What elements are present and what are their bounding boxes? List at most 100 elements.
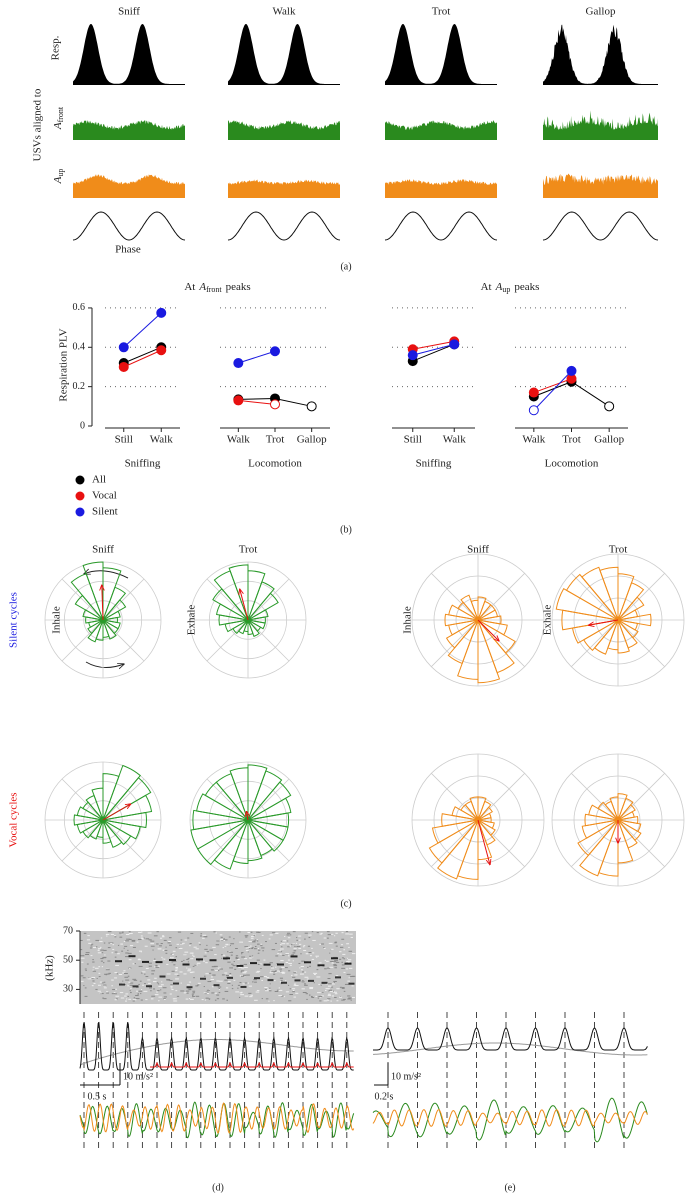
panel-label: (a) bbox=[340, 261, 351, 272]
spectrogram-texture bbox=[100, 958, 104, 960]
spectrogram-texture bbox=[216, 998, 220, 1000]
spectrogram-texture bbox=[124, 995, 127, 997]
spectrogram-texture bbox=[295, 942, 298, 944]
spectrogram-texture bbox=[143, 937, 145, 939]
rotation-arrow bbox=[84, 571, 129, 579]
legend-label: All bbox=[92, 474, 106, 486]
spectrogram-texture bbox=[201, 999, 204, 1001]
spectrogram-texture bbox=[331, 986, 334, 988]
spectrogram-texture bbox=[84, 968, 87, 970]
spectrogram-texture bbox=[160, 943, 163, 945]
spectrogram-texture bbox=[318, 962, 322, 964]
spectrogram-texture bbox=[233, 979, 236, 981]
spectrogram-texture bbox=[288, 1000, 292, 1002]
spectrogram-texture bbox=[316, 932, 319, 934]
rose-wedge bbox=[477, 619, 508, 636]
rose-wedge bbox=[102, 619, 117, 640]
spectrogram-texture bbox=[332, 990, 335, 992]
spectrogram-texture bbox=[294, 945, 296, 947]
spectrogram-texture bbox=[223, 940, 226, 942]
spectrogram-texture bbox=[350, 975, 354, 977]
x-tick-label: Walk bbox=[150, 434, 173, 446]
spectrogram-texture bbox=[87, 978, 92, 980]
spectrogram-texture bbox=[274, 942, 278, 944]
rose-wedge bbox=[247, 570, 266, 621]
spectrogram-texture bbox=[160, 984, 164, 986]
spectrogram-texture bbox=[189, 998, 194, 1000]
spectrogram-texture bbox=[134, 963, 136, 965]
spectrogram-texture bbox=[240, 971, 242, 973]
spectrogram-texture bbox=[310, 995, 313, 997]
series-point bbox=[156, 345, 167, 356]
row-label: Vocal cycles bbox=[8, 792, 20, 847]
rose-wedge bbox=[82, 561, 104, 621]
spectrogram-texture bbox=[285, 961, 289, 963]
spectrogram-texture bbox=[103, 981, 106, 983]
phase-curve bbox=[72, 211, 186, 241]
spectrogram-texture bbox=[80, 939, 83, 941]
spectrogram-texture bbox=[183, 954, 187, 956]
spectrogram-texture bbox=[242, 974, 247, 976]
spectrogram-texture bbox=[124, 976, 129, 978]
spectrogram-texture bbox=[294, 974, 298, 976]
spectrogram-texture bbox=[92, 966, 95, 968]
spectrogram-texture bbox=[274, 991, 279, 993]
row-label: Afront bbox=[52, 106, 65, 130]
series-line bbox=[412, 343, 455, 362]
spectrogram-texture bbox=[293, 948, 297, 950]
legend-marker bbox=[75, 475, 85, 485]
spectrogram-texture bbox=[191, 971, 195, 973]
polar-spoke bbox=[206, 819, 249, 862]
spectrogram-texture bbox=[300, 969, 304, 971]
spectrogram-texture bbox=[123, 973, 128, 975]
spectrogram-texture bbox=[235, 991, 240, 993]
spectrogram-texture bbox=[345, 931, 349, 933]
rose-wedge bbox=[89, 819, 104, 840]
a-up-trace bbox=[73, 174, 185, 198]
spectrogram-texture bbox=[127, 975, 130, 977]
spectrogram-texture bbox=[327, 988, 331, 990]
spectrogram-texture bbox=[265, 990, 269, 992]
spectrogram-texture bbox=[343, 971, 346, 973]
rose-wedge bbox=[477, 600, 492, 621]
spectrogram-texture bbox=[202, 937, 205, 939]
call-trace bbox=[227, 976, 233, 979]
spectrogram-texture bbox=[152, 949, 154, 951]
title-part: At bbox=[184, 281, 195, 293]
spectrogram-texture bbox=[163, 939, 167, 941]
spectrogram-texture bbox=[323, 1000, 328, 1002]
spectrogram-texture bbox=[103, 942, 106, 944]
spectrogram-texture bbox=[224, 945, 227, 947]
spectrogram-texture bbox=[341, 987, 345, 989]
spectrogram-texture bbox=[348, 967, 353, 969]
spectrogram-texture bbox=[302, 971, 307, 973]
spectrogram-texture bbox=[298, 939, 301, 941]
spectrogram-texture bbox=[254, 939, 258, 941]
spectrogram-texture bbox=[172, 998, 175, 1000]
call-trace bbox=[223, 957, 230, 960]
spectrogram-texture bbox=[224, 979, 228, 981]
spectrogram-texture bbox=[105, 933, 110, 935]
spectrogram-texture bbox=[101, 952, 104, 954]
spectrogram-texture bbox=[309, 955, 312, 957]
spectrogram-texture bbox=[156, 982, 159, 984]
spectrogram-texture bbox=[326, 960, 329, 962]
spectrogram-texture bbox=[329, 952, 331, 954]
spectrogram-texture bbox=[341, 967, 346, 969]
call-trace bbox=[308, 979, 314, 982]
spectrogram-texture bbox=[309, 965, 311, 967]
spectrogram-texture bbox=[266, 977, 270, 979]
spectrogram-texture bbox=[190, 932, 194, 934]
spectrogram-texture bbox=[188, 997, 191, 999]
spectrogram-texture bbox=[150, 943, 155, 945]
phase-curve bbox=[542, 211, 659, 241]
spectrogram-texture bbox=[280, 944, 282, 946]
spectrogram-texture bbox=[255, 991, 260, 993]
polar-spoke bbox=[61, 778, 104, 821]
call-trace bbox=[240, 985, 247, 988]
spectrogram-texture bbox=[172, 960, 177, 962]
call-trace bbox=[304, 961, 311, 964]
spectrogram-texture bbox=[235, 955, 239, 957]
spectrogram-texture bbox=[260, 968, 262, 970]
spectrogram-texture bbox=[218, 992, 221, 994]
